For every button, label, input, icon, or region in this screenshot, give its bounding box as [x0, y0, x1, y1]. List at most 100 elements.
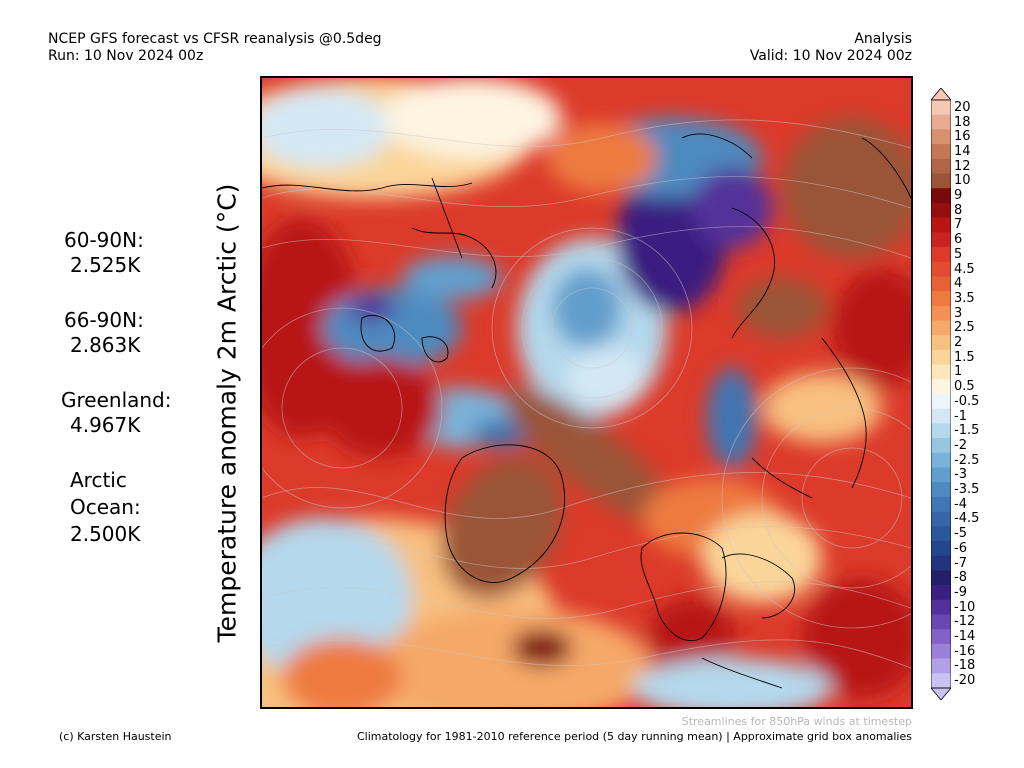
colorbar-label: -18	[954, 658, 976, 674]
colorbar-label: 16	[954, 129, 971, 145]
colorbar-label: 14	[954, 143, 971, 159]
colorbar-cell	[931, 217, 951, 233]
colorbar-cell	[931, 173, 951, 189]
colorbar-label: 3	[954, 305, 963, 321]
colorbar-cell	[931, 570, 951, 586]
colorbar-label: 5	[954, 246, 963, 262]
colorbar-cell	[931, 261, 951, 277]
colorbar-label: -9	[954, 584, 967, 600]
colorbar-label: -10	[954, 599, 976, 615]
colorbar-label: 4.5	[954, 261, 975, 277]
streamlines-note: Streamlines for 850hPa winds at timestep	[681, 715, 912, 728]
colorbar-cell	[931, 599, 951, 615]
colorbar-cell	[931, 144, 951, 160]
anomaly-map	[260, 76, 913, 709]
climatology-note: Climatology for 1981-2010 reference peri…	[356, 730, 912, 743]
colorbar-label: 8	[954, 202, 963, 218]
colorbar-label: -20	[954, 673, 976, 689]
colorbar-label: 3.5	[954, 290, 975, 306]
colorbar-cell	[931, 658, 951, 674]
colorbar-label: -4.5	[954, 511, 980, 527]
colorbar-cell	[931, 482, 951, 498]
colorbar-cell	[931, 496, 951, 512]
colorbar-cell	[931, 202, 951, 218]
colorbar-label: 6	[954, 232, 963, 248]
run-time: Run: 10 Nov 2024 00z	[48, 48, 204, 64]
colorbar-label: -0.5	[954, 393, 980, 409]
credit: (c) Karsten Haustein	[59, 730, 172, 743]
colorbar-cell	[931, 408, 951, 424]
colorbar-label: 7	[954, 217, 963, 233]
colorbar-cell	[931, 643, 951, 659]
colorbar-label: -16	[954, 643, 976, 659]
colorbar-label: -1	[954, 408, 967, 424]
colorbar-cell	[931, 276, 951, 292]
colorbar	[931, 88, 951, 700]
stat-66-90n-value: 2.863K	[70, 333, 141, 357]
colorbar-label: -12	[954, 614, 976, 630]
colorbar-cell	[931, 320, 951, 336]
analysis-label: Analysis	[854, 31, 912, 47]
colorbar-label: -1.5	[954, 423, 980, 439]
colorbar-label: 12	[954, 158, 971, 174]
map-title: NCEP GFS forecast vs CFSR reanalysis @0.…	[48, 31, 382, 47]
colorbar-cell	[931, 423, 951, 439]
colorbar-cell	[931, 232, 951, 248]
colorbar-cell	[931, 438, 951, 454]
colorbar-label: 1.5	[954, 349, 975, 365]
colorbar-label: 2.5	[954, 320, 975, 336]
colorbar-label: -3	[954, 467, 967, 483]
colorbar-cell	[931, 247, 951, 262]
stat-greenland-label: Greenland:	[61, 388, 172, 412]
colorbar-cell	[931, 364, 951, 380]
colorbar-label: 1	[954, 364, 963, 380]
colorbar-cell	[931, 188, 951, 204]
stat-greenland-value: 4.967K	[70, 413, 141, 437]
colorbar-cell	[931, 158, 951, 174]
stat-ocean-label: Ocean:	[70, 495, 141, 519]
colorbar-cell	[931, 555, 951, 571]
colorbar-cell	[931, 467, 951, 483]
stat-60-90n-value: 2.525K	[70, 253, 141, 277]
stat-60-90n-label: 60-90N:	[64, 228, 144, 252]
colorbar-label: 4	[954, 276, 963, 292]
colorbar-cell	[931, 379, 951, 395]
colorbar-cell	[931, 541, 951, 556]
colorbar-label: -8	[954, 570, 967, 586]
colorbar-cell	[931, 614, 951, 630]
colorbar-cell	[931, 452, 951, 468]
colorbar-label: -3.5	[954, 482, 980, 498]
colorbar-label: -14	[954, 629, 976, 645]
colorbar-cell	[931, 526, 951, 542]
colorbar-label: -5	[954, 526, 967, 542]
colorbar-label: -4	[954, 496, 967, 512]
colorbar-cell	[931, 349, 951, 365]
y-axis-label: Temperature anomaly 2m Arctic (°C)	[212, 183, 242, 643]
colorbar-cell	[931, 335, 951, 351]
colorbar-cell	[931, 100, 951, 115]
colorbar-label: -7	[954, 555, 967, 571]
anomaly-map-graphic	[262, 78, 911, 707]
colorbar-label: -6	[954, 540, 967, 556]
stat-arctic-label: Arctic	[70, 468, 127, 492]
valid-time: Valid: 10 Nov 2024 00z	[749, 48, 912, 64]
colorbar-label: 0.5	[954, 379, 975, 395]
colorbar-top-arrow	[931, 88, 951, 101]
colorbar-cell	[931, 673, 951, 689]
colorbar-label: 10	[954, 173, 971, 189]
colorbar-cell	[931, 511, 951, 527]
colorbar-label: 18	[954, 114, 971, 130]
stat-arctic-ocean-value: 2.500K	[70, 522, 141, 546]
colorbar-cell	[931, 629, 951, 645]
colorbar-cell	[931, 291, 951, 307]
colorbar-label: 2	[954, 335, 963, 351]
colorbar-label: 20	[954, 99, 971, 115]
colorbar-cell	[931, 129, 951, 145]
stat-66-90n-label: 66-90N:	[64, 308, 144, 332]
colorbar-cell	[931, 585, 951, 601]
colorbar-cell	[931, 114, 951, 130]
colorbar-label: -2.5	[954, 452, 980, 468]
colorbar-bottom-arrow	[931, 687, 951, 700]
colorbar-label: 9	[954, 188, 963, 204]
colorbar-cell	[931, 305, 951, 321]
